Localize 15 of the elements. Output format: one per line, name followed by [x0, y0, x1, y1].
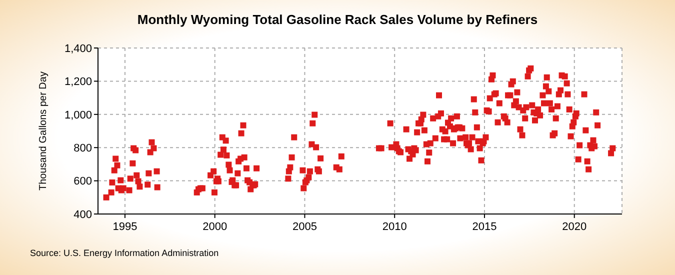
- y-tick-label: 800: [74, 142, 92, 154]
- x-tick-label: 2000: [202, 221, 228, 233]
- chart-title: Monthly Wyoming Total Gasoline Rack Sales Volume by Refiners: [137, 12, 538, 27]
- x-tick-label: 2010: [382, 221, 407, 233]
- source-note: Source: U.S. Energy Information Administration: [30, 248, 219, 258]
- x-tick-label: 2015: [472, 221, 497, 233]
- x-tick-label: 1995: [112, 221, 138, 233]
- y-tick-label: 1,200: [64, 76, 92, 88]
- y-tick-label: 600: [74, 176, 92, 188]
- y-axis-title: Thousand Gallons per Day: [38, 72, 49, 190]
- y-tick-label: 400: [74, 208, 92, 221]
- y-tick-label: 1,000: [64, 109, 92, 122]
- x-tick-label: 2005: [292, 221, 317, 233]
- y-tick-label: 1,400: [64, 42, 92, 55]
- x-tick-label: 2020: [562, 221, 587, 233]
